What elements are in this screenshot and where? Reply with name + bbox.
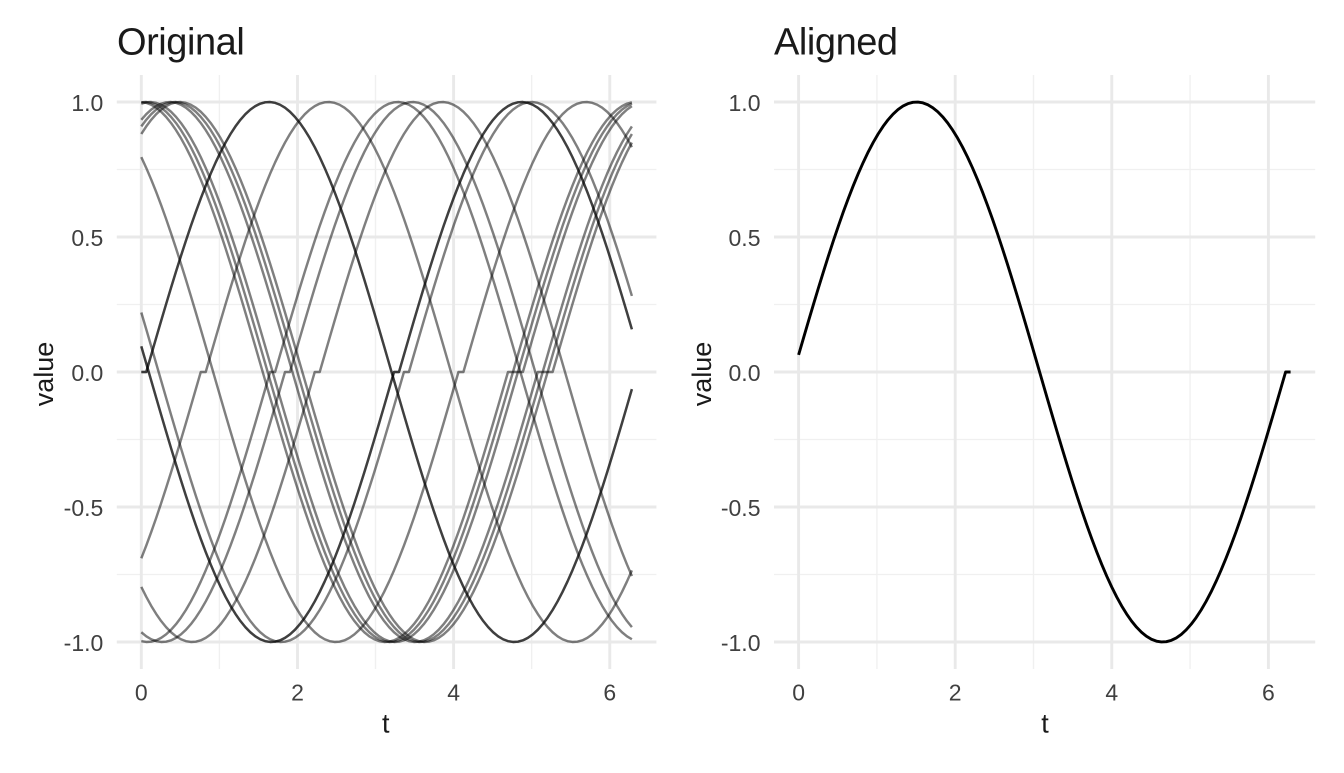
svg-text:-1.0: -1.0 xyxy=(721,630,761,656)
svg-text:-1.0: -1.0 xyxy=(64,630,104,656)
svg-text:Aligned: Aligned xyxy=(774,21,898,63)
svg-text:value: value xyxy=(29,342,59,407)
svg-text:1.0: 1.0 xyxy=(729,90,761,116)
svg-text:t: t xyxy=(382,709,390,739)
svg-text:0.5: 0.5 xyxy=(71,225,103,251)
svg-text:0: 0 xyxy=(792,679,805,705)
svg-text:0.0: 0.0 xyxy=(71,360,103,386)
svg-text:0.5: 0.5 xyxy=(729,225,761,251)
svg-text:0: 0 xyxy=(135,679,148,705)
svg-text:value: value xyxy=(687,342,717,407)
svg-text:6: 6 xyxy=(603,679,616,705)
svg-text:Original: Original xyxy=(117,21,244,63)
svg-text:0.0: 0.0 xyxy=(729,360,761,386)
svg-text:6: 6 xyxy=(1262,679,1275,705)
svg-text:t: t xyxy=(1041,709,1049,739)
svg-text:1.0: 1.0 xyxy=(71,90,103,116)
svg-text:-0.5: -0.5 xyxy=(721,495,761,521)
svg-text:-0.5: -0.5 xyxy=(64,495,104,521)
svg-text:4: 4 xyxy=(447,679,460,705)
svg-text:2: 2 xyxy=(949,679,962,705)
svg-text:2: 2 xyxy=(291,679,304,705)
svg-text:4: 4 xyxy=(1105,679,1118,705)
